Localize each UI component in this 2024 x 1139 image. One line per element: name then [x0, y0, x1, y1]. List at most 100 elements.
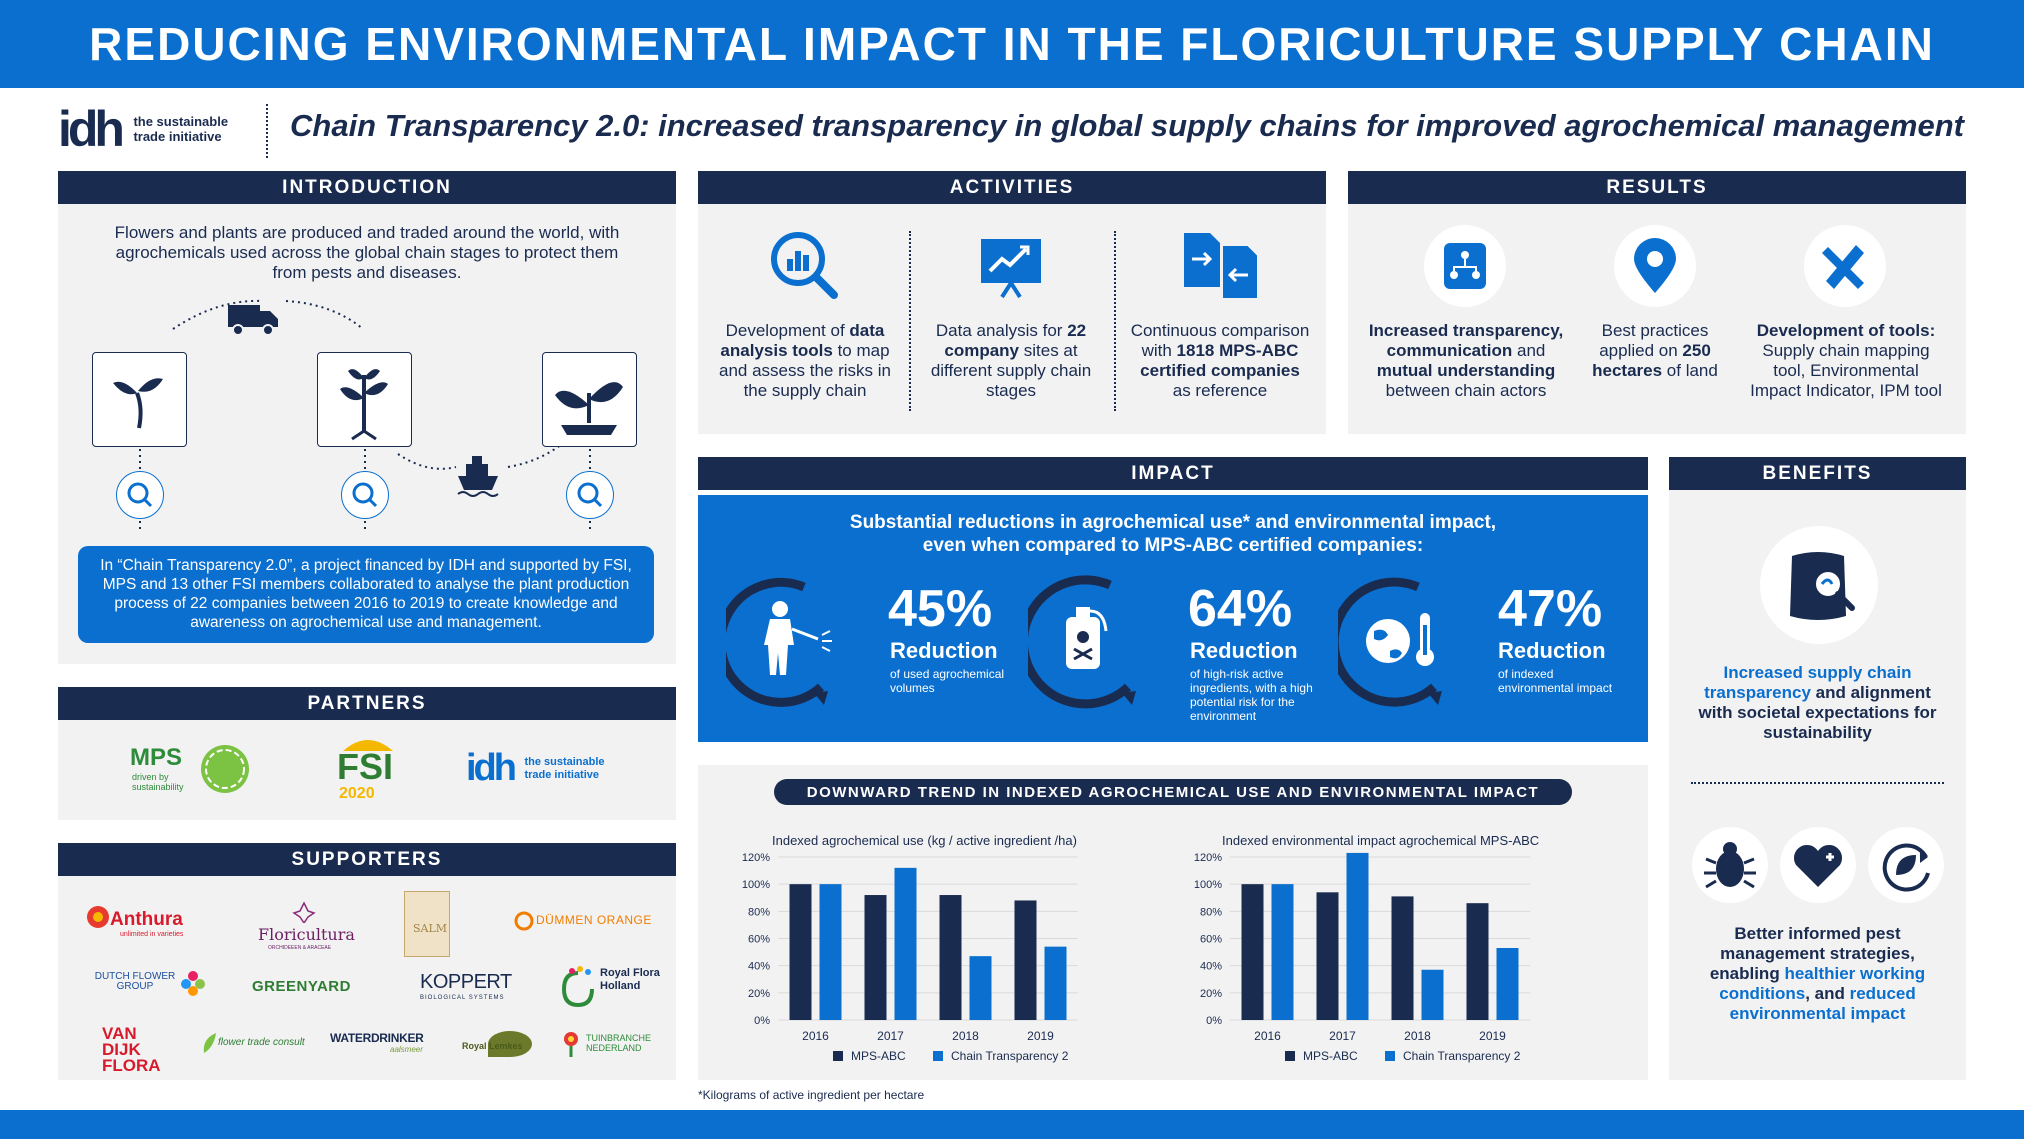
x-tick-label: 2017: [877, 1029, 904, 1043]
mps-logo-text: MPS: [130, 744, 183, 771]
presentation-chart-icon: [981, 239, 1041, 299]
bar: [894, 867, 917, 1020]
fsi-sun-icon: [343, 740, 393, 751]
impact-body: [698, 495, 1648, 742]
anthura-logo-text: Anthura: [110, 909, 183, 930]
potted-plant-icon: [555, 382, 623, 435]
dummen-ring-icon: [514, 911, 534, 931]
dummen-orange-logo: DÜMMEN ORANGE: [514, 909, 654, 933]
activities-panel: ACTIVITIES Development of data analysis …: [698, 171, 1326, 434]
young-plant-icon: [340, 369, 388, 441]
heart-plus-icon-circle: [1780, 827, 1856, 903]
stat-percent: 45%: [888, 580, 993, 638]
bar: [1316, 892, 1339, 1020]
result-text: Increased transparency, communication an…: [1366, 321, 1566, 401]
rfh-flower-icon: [561, 966, 594, 1008]
mps-sub-1: driven by: [132, 772, 169, 782]
royal-lemkes-text: Royal Lemkes: [462, 1041, 523, 1051]
bar: [1421, 969, 1444, 1020]
partners-heading: PARTNERS: [58, 687, 676, 720]
y-tick-label: 20%: [748, 988, 770, 1000]
idh-logo-mark: idh: [58, 101, 125, 157]
chart-title: Indexed agrochemical use (kg / active in…: [772, 833, 1077, 848]
activity-text-1b: data analysis tools: [720, 321, 885, 360]
fsi-logo-text: FSI: [337, 746, 394, 787]
trend-panel: DOWNWARD TREND IN INDEXED AGROCHEMICAL U…: [698, 765, 1648, 1080]
activities-heading: ACTIVITIES: [698, 171, 1326, 204]
result-1b2: communication: [1386, 341, 1513, 360]
bar: [864, 895, 887, 1020]
stat-desc: of high-risk active ingredients, with a …: [1190, 667, 1313, 723]
benefit-2-hl1: healthier working conditions: [1719, 964, 1926, 1003]
result-text: Development of tools: Supply chain mappi…: [1748, 321, 1944, 401]
y-tick-label: 80%: [1200, 906, 1222, 918]
bar: [1241, 884, 1264, 1020]
bar: [1014, 900, 1037, 1020]
benefit-2-b: , and: [1805, 984, 1850, 1003]
trend-heading: DOWNWARD TREND IN INDEXED AGROCHEMICAL U…: [774, 779, 1572, 805]
koppert-sub: BIOLOGICAL SYSTEMS: [420, 995, 505, 1001]
sprayer-person-icon: [726, 577, 832, 707]
activities-divider: [909, 231, 911, 411]
benefit-1-rest: and alignment with societal expectations…: [1698, 683, 1937, 742]
idh-partner-logo: idh the sustainable trade initiative: [466, 747, 636, 791]
y-tick-label: 60%: [748, 934, 770, 946]
ftc-leaf-icon: [203, 1033, 216, 1053]
koppert-logo-text: KOPPERT: [420, 971, 512, 993]
inspect-icon: [566, 471, 614, 519]
waterdrinker-logo: WATERDRINKER aalsmeer: [330, 1031, 440, 1061]
waterdrinker-text: WATERDRINKER: [330, 1031, 424, 1045]
y-tick-label: 0%: [754, 1015, 770, 1027]
y-tick-label: 80%: [748, 906, 770, 918]
mps-logo: MPS driven by sustainability: [130, 742, 260, 802]
ship-icon: [457, 456, 499, 497]
idh-partner-text-1: the sustainable: [524, 755, 605, 768]
idh-logo-text-2: trade initiative: [133, 129, 222, 144]
benefits-panel: BENEFITS Increased supply chain transpar…: [1669, 457, 1966, 1080]
result-3b1: Development of tools:: [1756, 321, 1936, 340]
network-icon-circle: [1424, 225, 1506, 307]
x-tick-label: 2018: [952, 1029, 979, 1043]
stat-label: Reduction: [890, 638, 998, 663]
ftc-logo-text: flower trade consult: [218, 1037, 305, 1048]
benefit-1-hl: Increased supply chain transparency: [1704, 663, 1912, 702]
tuinbranche-text: TUINBRANCHE NEDERLAND: [586, 1033, 652, 1053]
inspect-icon: [116, 471, 164, 519]
impact-lead-1: Substantial reductions in agrochemical u…: [849, 512, 1497, 533]
result-1t3: between chain actors: [1385, 381, 1547, 400]
tuinbranche-logo: TUINBRANCHE NEDERLAND: [558, 1027, 658, 1063]
tuinbranche-flower-icon: [564, 1032, 578, 1057]
legend-label: Chain Transparency 2: [951, 1049, 1069, 1063]
floricultura-sub: ORCHIDEEEN & ARACEAE: [268, 945, 332, 951]
x-tick-label: 2017: [1329, 1029, 1356, 1043]
activity-text: Data analysis for 22 company sites at di…: [926, 321, 1096, 401]
stat-percent: 47%: [1498, 580, 1603, 638]
supporters-panel: SUPPORTERS Anthura unlimited in varietie…: [58, 843, 676, 1080]
seedling-icon: [113, 378, 163, 429]
stat-desc: of indexed environmental impact: [1498, 667, 1613, 695]
anthura-flower-icon: [87, 906, 109, 928]
transparency-icon-circle: [1760, 526, 1878, 644]
page-title: REDUCING ENVIRONMENTAL IMPACT IN THE FLO…: [0, 0, 2024, 88]
page-subtitle: Chain Transparency 2.0: increased transp…: [290, 108, 1964, 143]
van-dijk-flora-logo: VAN DIJK FLORA: [102, 1024, 161, 1075]
idh-logo: idh the sustainable trade initiative: [58, 104, 258, 158]
impact-heading: IMPACT: [698, 457, 1648, 490]
legend-swatch: [933, 1051, 943, 1061]
activity-text: Development of data analysis tools to ma…: [712, 321, 898, 401]
x-tick-label: 2019: [1027, 1029, 1054, 1043]
idh-logo-text: the sustainable trade initiative: [133, 114, 228, 144]
bar: [1391, 896, 1414, 1020]
activity-text-3a: Continuous comparison with: [1130, 321, 1310, 360]
bar: [819, 884, 842, 1020]
heart-plus-icon: [1793, 844, 1843, 887]
document-compare-icon: [1184, 233, 1259, 300]
idh-partner-text-2: trade initiative: [524, 768, 600, 781]
eco-cycle-icon-circle: [1868, 827, 1944, 903]
result-text: Best practices applied on 250 hectares o…: [1580, 321, 1730, 381]
mps-logo-sub: driven by sustainability: [132, 772, 184, 792]
footnote: *Kilograms of active ingredient per hect…: [698, 1088, 925, 1102]
y-tick-label: 40%: [1200, 961, 1222, 973]
y-tick-label: 120%: [742, 852, 770, 864]
bar: [939, 895, 962, 1020]
